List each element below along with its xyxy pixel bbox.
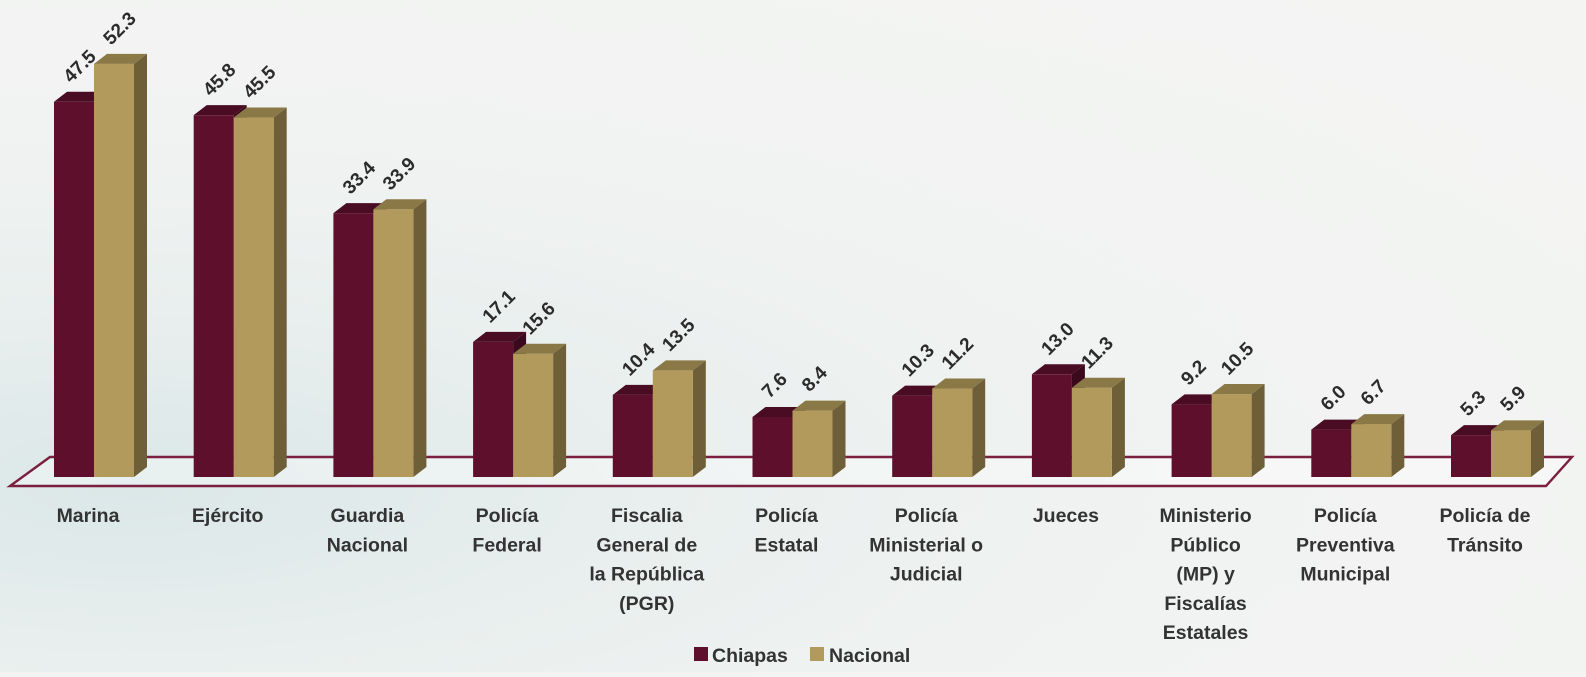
data-label-nacional-2: 33.9 [379, 154, 420, 195]
legend: Chiapas Nacional [694, 645, 910, 667]
category-label-4: Fiscalia General de la República (PGR) [589, 505, 704, 615]
category-label-3: Policía Federal [472, 505, 541, 556]
category-label-6: Policía Ministerial o Judicial [869, 505, 983, 586]
legend-swatch-nacional [810, 647, 824, 661]
data-label-nacional-0: 52.3 [100, 8, 141, 49]
data-label-chiapas-1: 45.8 [199, 60, 240, 101]
data-label-nacional-5: 8.4 [798, 362, 832, 396]
bars [54, 53, 1544, 478]
bar-nacional-7 [1071, 377, 1125, 477]
category-label-2: Guardia Nacional [327, 505, 408, 556]
data-label-chiapas-7: 13.0 [1038, 319, 1079, 360]
data-label-nacional-4: 13.5 [658, 315, 699, 356]
bar-nacional-9 [1351, 414, 1405, 477]
data-label-chiapas-5: 7.6 [758, 369, 792, 403]
data-label-nacional-9: 6.7 [1357, 376, 1391, 410]
data-label-nacional-10: 5.9 [1497, 382, 1531, 416]
bar-nacional-4 [652, 360, 706, 477]
bar-nacional-1 [233, 107, 287, 478]
data-label-chiapas-3: 17.1 [479, 286, 520, 327]
category-label-0: Marina [57, 505, 120, 527]
category-label-7: Jueces [1033, 505, 1099, 527]
legend-label-nacional: Nacional [829, 645, 910, 667]
legend-swatch-chiapas [694, 647, 708, 661]
data-label-chiapas-8: 9.2 [1177, 356, 1211, 390]
bar-nacional-3 [513, 343, 567, 477]
legend-label-chiapas: Chiapas [712, 645, 788, 667]
legend-item-nacional: Nacional [810, 645, 910, 667]
bar-nacional-8 [1211, 384, 1265, 477]
bar-nacional-0 [94, 53, 147, 478]
data-label-chiapas-6: 10.3 [898, 340, 939, 381]
bar-nacional-6 [932, 378, 986, 477]
legend-item-chiapas: Chiapas [694, 645, 788, 667]
category-label-5: Policía Estatal [755, 505, 819, 556]
data-label-chiapas-10: 5.3 [1457, 387, 1491, 421]
data-label-chiapas-9: 6.0 [1317, 382, 1351, 416]
bar-nacional-10 [1491, 420, 1544, 477]
data-label-chiapas-2: 33.4 [339, 157, 380, 198]
bar-nacional-2 [373, 199, 427, 477]
category-label-10: Policía de Tránsito [1439, 505, 1530, 556]
data-label-nacional-8: 10.5 [1217, 338, 1258, 379]
bar-nacional-5 [792, 400, 846, 477]
category-label-8: Ministerio Público (MP) y Fiscalías Estatale… [1160, 505, 1252, 644]
data-label-nacional-1: 45.5 [239, 62, 280, 103]
category-label-1: Ejército [192, 505, 264, 527]
category-axis: Marina Ejército Guardia Nacional Policía Fede… [57, 505, 1531, 644]
data-label-nacional-6: 11.2 [938, 334, 978, 374]
category-label-9: Policía Preventiva Municipal [1296, 505, 1395, 586]
